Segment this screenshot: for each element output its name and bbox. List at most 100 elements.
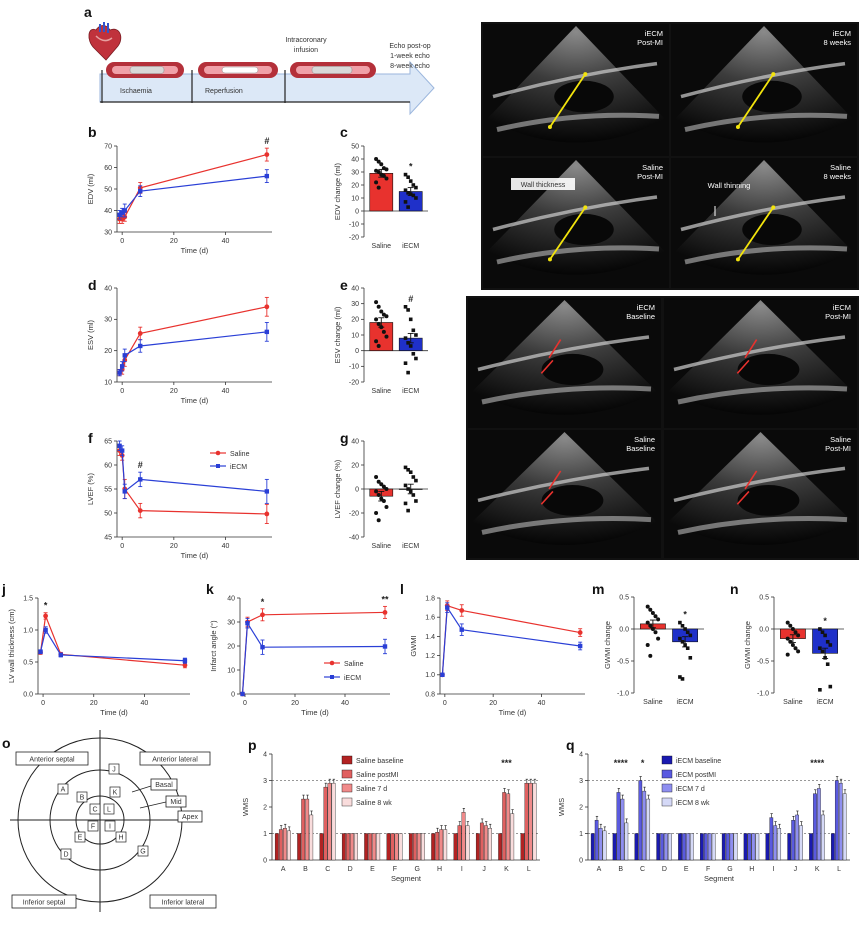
arrow-end bbox=[583, 72, 588, 77]
y-tick-label: 0.5 bbox=[619, 594, 629, 601]
chart-g-lvef-change: -40 -20 0 20 40 LVEF change (%) Saline iECM bbox=[333, 438, 428, 550]
scatter-point bbox=[656, 636, 661, 641]
x-tick-label: 0 bbox=[120, 238, 124, 245]
bar-g-series0 bbox=[721, 833, 726, 861]
category-label: Saline bbox=[783, 699, 803, 706]
scatter-point bbox=[406, 308, 410, 312]
echo-title: Saline bbox=[642, 163, 663, 172]
y-tick-label: 50 bbox=[104, 186, 112, 193]
panel-label-j: j bbox=[1, 581, 6, 597]
x-tick-label: 0 bbox=[41, 700, 45, 707]
red-measure bbox=[540, 359, 554, 374]
y-tick-label: -1.0 bbox=[757, 690, 769, 697]
region-anterior-lateral: Anterior lateral bbox=[152, 757, 198, 764]
echo-subtitle: 8 weeks bbox=[823, 38, 851, 47]
scatter-point bbox=[376, 159, 381, 164]
x-tick-label: 20 bbox=[170, 543, 178, 550]
series-line-iecm bbox=[441, 605, 581, 675]
x-axis-label: Time (d) bbox=[181, 246, 209, 255]
scatter-point bbox=[374, 300, 379, 305]
panel-label-l: l bbox=[400, 581, 404, 597]
scatter-point bbox=[379, 162, 384, 167]
echo-wall-band bbox=[680, 195, 846, 232]
region-box-inferior-lateral bbox=[149, 894, 217, 909]
arrow-end bbox=[735, 124, 740, 129]
y-tick-label: 60 bbox=[104, 462, 112, 469]
segment-box-d bbox=[60, 848, 72, 860]
bar-i-series2 bbox=[773, 825, 778, 861]
y-tick-label: 30 bbox=[227, 619, 235, 626]
bar-f-series1 bbox=[390, 833, 395, 861]
segment-box-k bbox=[109, 786, 121, 798]
y-tick-label: 2 bbox=[263, 804, 267, 811]
y-axis-label: GWMI change bbox=[743, 621, 752, 669]
category-label: Saline bbox=[372, 543, 392, 550]
bar-c-series1 bbox=[323, 786, 328, 861]
y-tick-label: 40 bbox=[351, 438, 359, 445]
chart-c-edv-change: -20 -10 0 10 20 30 40 50 EDV change (ml) Saline iE… bbox=[333, 143, 428, 250]
data-point-iecm bbox=[119, 448, 125, 453]
data-point-iecm bbox=[117, 212, 122, 217]
legend-label: iECM 7 d bbox=[676, 786, 705, 793]
bar-d-series0 bbox=[341, 833, 346, 861]
echo-wall-band bbox=[673, 466, 846, 503]
x-tick-label: 0 bbox=[243, 700, 247, 707]
data-point-iecm bbox=[138, 343, 143, 349]
y-tick-label: -0.5 bbox=[757, 658, 769, 665]
scatter-point bbox=[823, 656, 827, 660]
data-point-iecm bbox=[264, 489, 270, 494]
segment-box-e bbox=[74, 831, 86, 843]
bar-a-series2 bbox=[598, 828, 603, 861]
bar-j-series1 bbox=[479, 822, 484, 861]
bar-i-series0 bbox=[453, 833, 458, 861]
significance-mark: * bbox=[641, 758, 645, 768]
significance-mark: * bbox=[683, 610, 687, 620]
scatter-point bbox=[648, 653, 653, 658]
bullseye-diagram-o: A BC D E F G HI J K L Anterior septal Anterior la… bbox=[10, 730, 217, 912]
category-label: Saline bbox=[372, 243, 392, 250]
x-tick-label: 20 bbox=[291, 700, 299, 707]
echo-chamber bbox=[737, 353, 800, 386]
y-tick-label: -10 bbox=[349, 364, 359, 371]
scatter-point bbox=[828, 643, 833, 647]
scatter-point bbox=[683, 643, 687, 647]
legend-f: Saline iECM bbox=[210, 450, 250, 471]
scatter-point bbox=[785, 652, 790, 657]
scatter-point bbox=[384, 505, 389, 509]
scatter-point bbox=[793, 646, 798, 651]
segment-box-f bbox=[87, 820, 99, 832]
bar-i-series3 bbox=[465, 825, 470, 861]
y-tick-label: 0.5 bbox=[23, 659, 33, 666]
category-label: I bbox=[461, 866, 463, 873]
panel-label-e: e bbox=[340, 277, 348, 293]
echo-subtitle: Post-MI bbox=[825, 444, 851, 453]
legend-swatch bbox=[341, 797, 353, 807]
scatter-point bbox=[403, 200, 408, 204]
category-label: iECM bbox=[402, 388, 419, 395]
x-tick-label: 40 bbox=[222, 388, 230, 395]
panel-label-a: a bbox=[84, 4, 92, 20]
data-point-iecm bbox=[260, 645, 265, 650]
legend-iecm-label: iECM bbox=[230, 464, 247, 471]
scatter-point bbox=[384, 176, 389, 181]
bar-c-series3 bbox=[646, 798, 651, 861]
wall-thinning-label: Wall thinning bbox=[708, 181, 751, 190]
scatter-point bbox=[406, 487, 410, 491]
legend-label: Saline 8 wk bbox=[356, 800, 392, 807]
segment-label-b: B bbox=[80, 795, 85, 802]
scatter-point bbox=[790, 643, 795, 647]
scatter-point bbox=[408, 489, 413, 494]
scatter-point bbox=[818, 646, 822, 650]
bar-f-series3 bbox=[711, 833, 716, 861]
scatter-point bbox=[374, 339, 379, 344]
x-axis-label: Segment bbox=[704, 874, 735, 883]
panel-label-k: k bbox=[206, 581, 214, 597]
y-tick-label: -20 bbox=[349, 510, 359, 517]
panel-label-q: q bbox=[566, 737, 575, 753]
bar-e-series2 bbox=[686, 833, 690, 861]
y-tick-label: 1 bbox=[263, 831, 267, 838]
echo-title: iECM bbox=[833, 303, 851, 312]
bar-e-series2 bbox=[372, 833, 377, 861]
category-label: D bbox=[662, 866, 667, 873]
